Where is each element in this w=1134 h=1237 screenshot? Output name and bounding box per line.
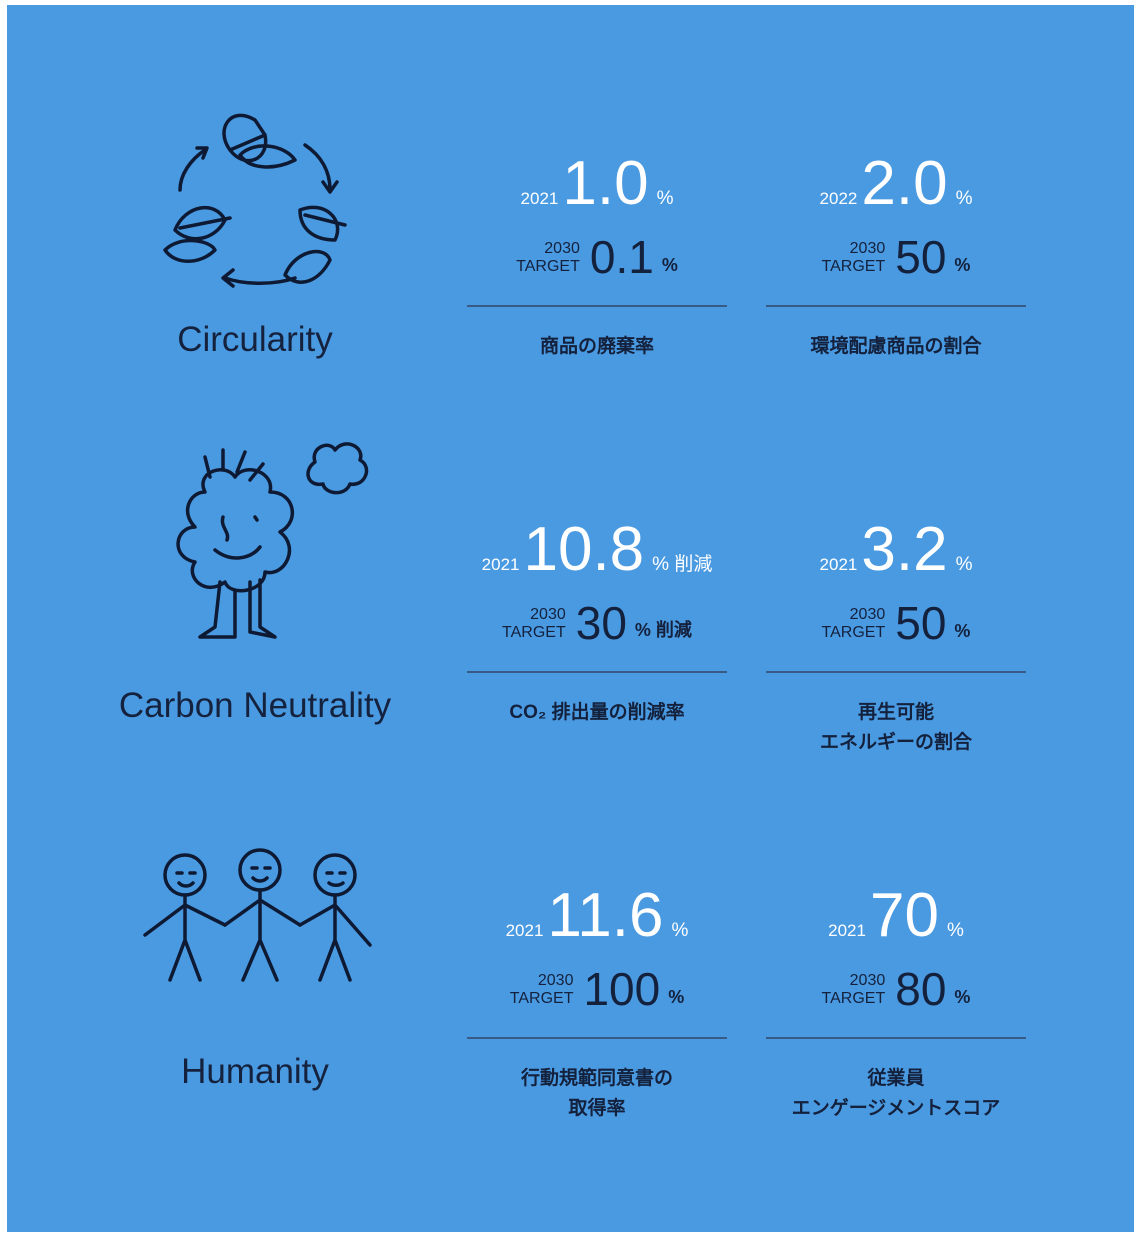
target-text: TARGET: [502, 624, 566, 642]
target-value: 50: [895, 232, 946, 282]
description-line: 取得率: [467, 1094, 727, 1124]
divider: [467, 1037, 727, 1039]
target-value: 30: [576, 598, 627, 648]
target-value: 100: [583, 964, 660, 1014]
divider: [766, 1037, 1026, 1039]
target-value: 50: [895, 598, 946, 648]
target-year: 2030: [850, 972, 886, 990]
target-text: TARGET: [822, 990, 886, 1008]
target-text: TARGET: [822, 258, 886, 276]
target-unit: %: [954, 255, 970, 276]
description-line: 再生可能: [766, 698, 1026, 728]
unit: %: [956, 188, 973, 210]
page: Circularity20211.0%2030TARGET0.1%商品の廃棄率2…: [0, 0, 1134, 1237]
description: CO₂ 排出量の削減率: [467, 698, 727, 728]
target-unit: % 削減: [635, 616, 692, 642]
year: 2022: [820, 189, 858, 209]
divider: [467, 671, 727, 673]
section-label: Circularity: [55, 320, 455, 360]
value: 3.2: [861, 514, 947, 585]
target-unit: %: [954, 621, 970, 642]
year: 2021: [820, 555, 858, 575]
year: 2021: [521, 189, 559, 209]
value: 1.0: [562, 148, 648, 219]
description: 環境配慮商品の割合: [766, 332, 1026, 362]
description-line: 行動規範同意書の: [467, 1064, 727, 1094]
year: 2021: [506, 921, 544, 941]
target-text: TARGET: [516, 258, 580, 276]
unit: % 削減: [652, 549, 712, 576]
description-line: 商品の廃棄率: [467, 332, 727, 362]
target-text: TARGET: [822, 624, 886, 642]
description: 商品の廃棄率: [467, 332, 727, 362]
target-text: TARGET: [510, 990, 574, 1008]
target-value: 0.1: [590, 232, 654, 282]
target-year: 2030: [850, 240, 886, 258]
unit: %: [672, 920, 689, 942]
unit: %: [947, 920, 964, 942]
target-year: 2030: [544, 240, 580, 258]
value: 2.0: [861, 148, 947, 219]
description: 従業員エンゲージメントスコア: [766, 1064, 1026, 1124]
description-line: エンゲージメントスコア: [766, 1094, 1026, 1124]
target-year: 2030: [530, 606, 566, 624]
description: 行動規範同意書の取得率: [467, 1064, 727, 1124]
section-label: Carbon Neutrality: [55, 686, 455, 726]
description-line: 従業員: [766, 1064, 1026, 1094]
description-line: 環境配慮商品の割合: [766, 332, 1026, 362]
target-unit: %: [662, 255, 678, 276]
target-value: 80: [895, 964, 946, 1014]
divider: [467, 305, 727, 307]
value: 11.6: [547, 880, 663, 951]
target-unit: %: [668, 987, 684, 1008]
target-year: 2030: [850, 606, 886, 624]
year: 2021: [828, 921, 866, 941]
divider: [766, 305, 1026, 307]
year: 2021: [482, 555, 520, 575]
target-unit: %: [954, 987, 970, 1008]
unit: %: [657, 188, 674, 210]
section-label: Humanity: [55, 1052, 455, 1092]
target-year: 2030: [538, 972, 574, 990]
divider: [766, 671, 1026, 673]
value: 10.8: [523, 514, 644, 585]
unit: %: [956, 554, 973, 576]
description-line: CO₂ 排出量の削減率: [467, 698, 727, 728]
value: 70: [870, 880, 939, 951]
